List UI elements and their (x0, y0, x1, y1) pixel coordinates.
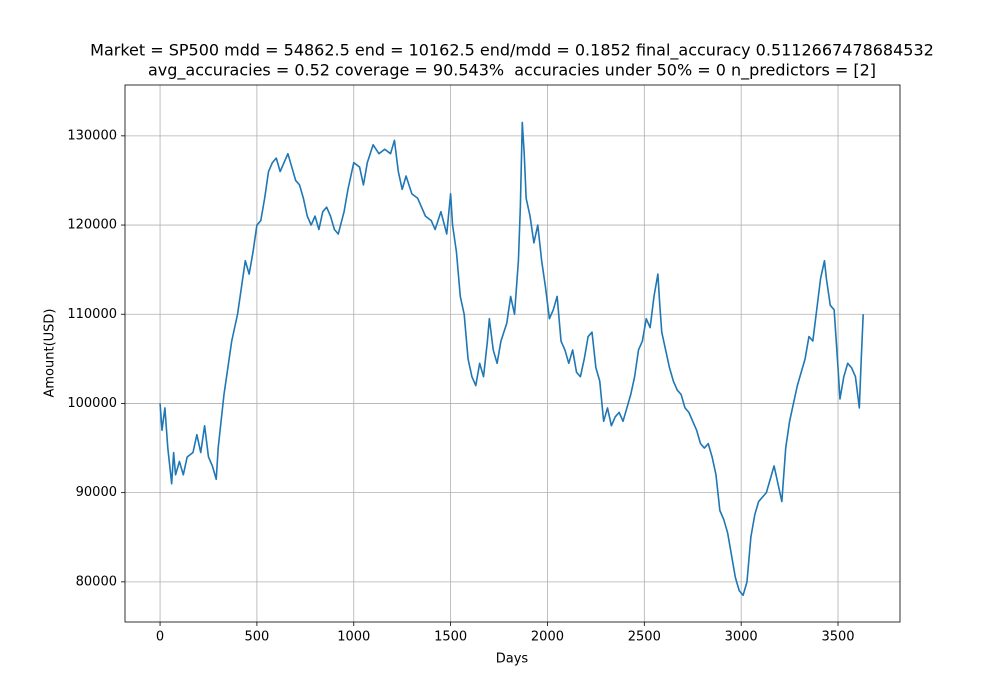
x-tick-label: 2500 (628, 630, 661, 645)
y-tick-label: 110000 (67, 307, 117, 322)
x-tick-label: 500 (244, 630, 269, 645)
x-tick-label: 1500 (434, 630, 467, 645)
line (159, 121, 864, 597)
y-tick-label: 120000 (67, 218, 117, 233)
x-tick-label: 2000 (531, 630, 564, 645)
chart-subtitle: avg_accuracies = 0.52 coverage = 90.543%… (148, 61, 876, 81)
y-tick-label: 130000 (67, 128, 117, 143)
y-tick-label: 90000 (76, 485, 117, 500)
plot-frame (124, 84, 901, 623)
x-tick-label: 1000 (337, 630, 370, 645)
x-tick-label: 3000 (725, 630, 758, 645)
y-tick-label: 80000 (76, 574, 117, 589)
x-tick-label: 0 (156, 630, 164, 645)
y-tick-label: 100000 (67, 396, 117, 411)
x-axis-label: Days (496, 652, 529, 667)
x-tick-label: 3500 (821, 630, 854, 645)
chart-title: Market = SP500 mdd = 54862.5 end = 10162… (90, 41, 934, 61)
y-axis-label: Amount(USD) (43, 308, 58, 397)
